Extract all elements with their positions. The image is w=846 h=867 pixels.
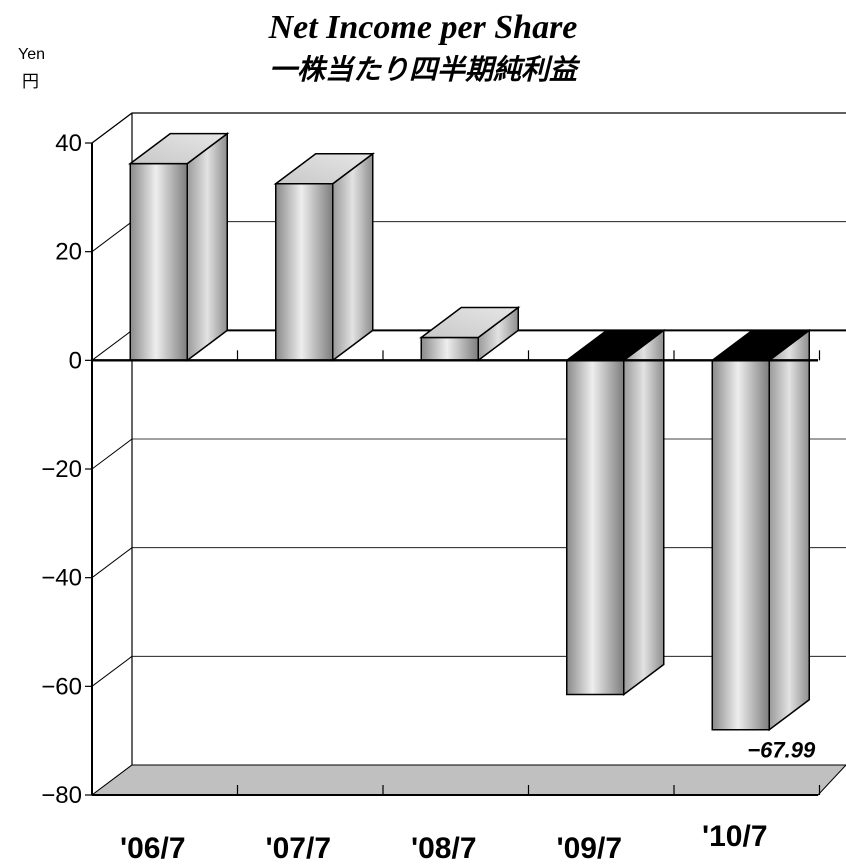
left-wall-gridline (92, 548, 132, 578)
bar-front (276, 184, 333, 361)
bar-front (421, 338, 478, 361)
y-tick-label: −20 (41, 456, 82, 483)
x-tick-label: '09/7 (556, 832, 622, 865)
bar-side (624, 330, 664, 694)
bar-1 (276, 154, 373, 361)
x-tick-label: '10/7 (702, 820, 768, 853)
y-tick-label: −80 (41, 782, 82, 809)
bars (130, 134, 809, 730)
bar-front (567, 360, 624, 694)
x-tick-label: '07/7 (265, 832, 331, 865)
left-wall-gridline (92, 330, 132, 360)
left-wall-gridline (92, 113, 132, 143)
bar-3 (567, 330, 664, 694)
bar-side (333, 154, 373, 361)
y-tick-label: 20 (55, 239, 82, 266)
bar-side (769, 330, 809, 729)
bar-0 (130, 134, 227, 361)
bar-front (712, 360, 769, 729)
y-tick-label: −60 (41, 673, 82, 700)
y-tick-label: −40 (41, 565, 82, 592)
y-tick-label: 40 (55, 130, 82, 157)
chart-floor (92, 765, 846, 795)
left-wall-gridline (92, 656, 132, 686)
bar-side (187, 134, 227, 361)
left-wall-gridline (92, 439, 132, 469)
floor-plane (92, 765, 846, 795)
left-wall-gridline (92, 222, 132, 252)
y-tick-label: 0 (69, 347, 82, 374)
bar-2 (421, 308, 518, 361)
data-label: −67.99 (747, 738, 816, 763)
x-tick-label: '06/7 (120, 832, 186, 865)
x-tick-label: '08/7 (411, 832, 477, 865)
bar-4 (712, 330, 809, 729)
bar-front (130, 164, 187, 361)
